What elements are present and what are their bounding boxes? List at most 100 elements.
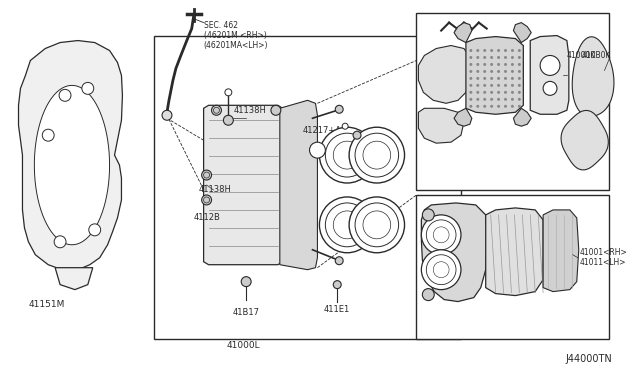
Circle shape (42, 129, 54, 141)
Circle shape (483, 63, 486, 66)
Circle shape (511, 49, 514, 52)
Circle shape (518, 84, 521, 87)
Text: 0B044-4501A
(2): 0B044-4501A (2) (327, 137, 375, 150)
Circle shape (518, 70, 521, 73)
Circle shape (54, 236, 66, 248)
Polygon shape (531, 36, 569, 114)
Polygon shape (280, 100, 317, 270)
Circle shape (469, 56, 472, 59)
Circle shape (497, 77, 500, 80)
Circle shape (497, 70, 500, 73)
Text: 41B17: 41B17 (233, 308, 260, 317)
Circle shape (504, 84, 507, 87)
Circle shape (353, 131, 361, 139)
Circle shape (476, 91, 479, 94)
Circle shape (422, 209, 434, 221)
Circle shape (483, 77, 486, 80)
Circle shape (225, 89, 232, 96)
Circle shape (483, 105, 486, 108)
Polygon shape (513, 23, 531, 42)
Circle shape (504, 56, 507, 59)
Circle shape (342, 123, 348, 129)
Circle shape (202, 170, 212, 180)
Circle shape (540, 55, 560, 76)
Circle shape (511, 63, 514, 66)
Text: B: B (312, 147, 317, 153)
Circle shape (59, 89, 71, 101)
Circle shape (469, 105, 472, 108)
Bar (417, 195, 609, 339)
Circle shape (212, 105, 221, 115)
Circle shape (518, 77, 521, 80)
Circle shape (490, 49, 493, 52)
Circle shape (476, 56, 479, 59)
Circle shape (349, 127, 404, 183)
Circle shape (490, 63, 493, 66)
Circle shape (518, 105, 521, 108)
Polygon shape (204, 105, 283, 265)
Circle shape (469, 70, 472, 73)
Circle shape (518, 49, 521, 52)
Circle shape (483, 49, 486, 52)
Text: 41217+A: 41217+A (303, 126, 342, 135)
Circle shape (421, 215, 461, 255)
Circle shape (511, 91, 514, 94)
Circle shape (518, 91, 521, 94)
Circle shape (476, 63, 479, 66)
Circle shape (483, 98, 486, 101)
Text: 41044: 41044 (365, 131, 391, 140)
Circle shape (476, 49, 479, 52)
Text: 41001<RH>
41011<LH>: 41001<RH> 41011<LH> (580, 248, 627, 267)
Circle shape (335, 105, 343, 113)
Circle shape (310, 142, 325, 158)
Circle shape (511, 56, 514, 59)
Bar (154, 36, 461, 339)
Circle shape (476, 77, 479, 80)
Circle shape (511, 98, 514, 101)
Circle shape (518, 98, 521, 101)
Polygon shape (421, 203, 488, 302)
Circle shape (469, 91, 472, 94)
Text: 411E1: 411E1 (324, 305, 350, 314)
Circle shape (518, 63, 521, 66)
Circle shape (483, 84, 486, 87)
Polygon shape (419, 45, 471, 103)
Polygon shape (466, 36, 524, 114)
Circle shape (349, 197, 404, 253)
Circle shape (511, 77, 514, 80)
Circle shape (333, 280, 341, 289)
Text: J44000TN: J44000TN (566, 355, 612, 364)
Circle shape (504, 105, 507, 108)
Polygon shape (572, 37, 614, 116)
Circle shape (504, 77, 507, 80)
Circle shape (543, 81, 557, 95)
Circle shape (511, 105, 514, 108)
Text: 4112B: 4112B (194, 214, 221, 222)
Circle shape (223, 115, 234, 125)
Circle shape (271, 105, 281, 115)
Polygon shape (561, 110, 608, 170)
Circle shape (469, 98, 472, 101)
Text: 41151M: 41151M (28, 299, 65, 309)
Circle shape (82, 82, 93, 94)
Polygon shape (486, 208, 543, 296)
Circle shape (490, 98, 493, 101)
Circle shape (504, 98, 507, 101)
Circle shape (490, 84, 493, 87)
Circle shape (241, 277, 251, 286)
Circle shape (490, 105, 493, 108)
Circle shape (497, 84, 500, 87)
Circle shape (490, 91, 493, 94)
Polygon shape (419, 108, 464, 143)
Circle shape (476, 84, 479, 87)
Circle shape (421, 250, 461, 290)
Text: 41138H: 41138H (198, 186, 232, 195)
Circle shape (497, 56, 500, 59)
Circle shape (476, 98, 479, 101)
Text: 410B0K: 410B0K (582, 51, 611, 60)
Polygon shape (35, 86, 109, 245)
Circle shape (504, 63, 507, 66)
Circle shape (335, 257, 343, 265)
Circle shape (422, 289, 434, 301)
Circle shape (490, 70, 493, 73)
